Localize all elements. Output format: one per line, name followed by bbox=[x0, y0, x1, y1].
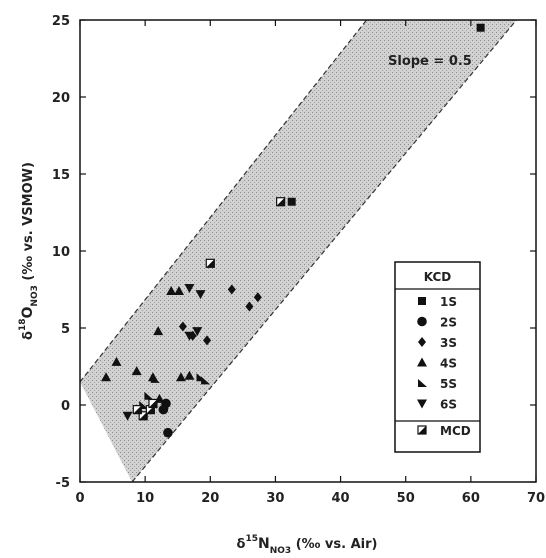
series-3s bbox=[178, 284, 262, 346]
data-point bbox=[122, 411, 133, 421]
y-label-subscript: NO3 bbox=[30, 285, 40, 306]
band-fill bbox=[80, 20, 517, 482]
x-tick-label: 10 bbox=[136, 491, 154, 506]
data-point bbox=[144, 391, 154, 400]
x-tick-label: 50 bbox=[397, 491, 415, 506]
data-point bbox=[101, 372, 112, 382]
legend-entry-2s: 2S bbox=[417, 316, 457, 330]
data-point bbox=[184, 283, 195, 293]
data-points bbox=[101, 23, 485, 438]
y-label-superscript: 18 bbox=[18, 318, 28, 331]
legend-marker bbox=[418, 337, 426, 347]
x-tick-label: 30 bbox=[266, 491, 284, 506]
x-label-delta: δ bbox=[237, 537, 246, 552]
data-point bbox=[131, 366, 142, 376]
y-label-delta: δ bbox=[21, 331, 36, 340]
data-point bbox=[163, 427, 173, 438]
x-axis-ticks: 0 10 20 30 40 50 60 70 bbox=[75, 20, 545, 506]
lower-band-line bbox=[131, 20, 517, 482]
legend-box bbox=[394, 261, 481, 453]
legend-entry-1s: 1S bbox=[418, 295, 457, 309]
x-tick-label: 40 bbox=[332, 491, 350, 506]
x-label-superscript: 15 bbox=[245, 534, 258, 544]
y-axis-label: δ18ONO3 (‰ vs. VSMOW) bbox=[18, 162, 40, 340]
legend-entry-5s: 5S bbox=[418, 377, 457, 391]
series-5s bbox=[139, 373, 211, 409]
data-point bbox=[201, 376, 211, 385]
x-label-symbol: N bbox=[258, 536, 270, 552]
upper-band-line bbox=[80, 20, 368, 383]
data-point bbox=[148, 398, 158, 409]
series-1s bbox=[287, 23, 485, 206]
legend-marker bbox=[418, 379, 427, 387]
data-point bbox=[153, 326, 164, 336]
y-label-units: (‰ vs. VSMOW) bbox=[21, 162, 36, 285]
legend-label: 2S bbox=[440, 316, 457, 330]
legend-entry-3s: 3S bbox=[418, 336, 457, 350]
data-point bbox=[227, 284, 236, 295]
data-point bbox=[245, 301, 254, 312]
y-tick-label: 25 bbox=[52, 14, 70, 29]
data-point bbox=[132, 405, 142, 415]
data-point bbox=[175, 372, 186, 382]
legend-marker bbox=[418, 297, 426, 305]
data-point bbox=[158, 404, 169, 415]
data-point bbox=[166, 286, 177, 296]
data-point bbox=[111, 356, 122, 366]
y-tick-label: 10 bbox=[52, 245, 70, 260]
data-point bbox=[174, 286, 185, 296]
series-mcd bbox=[132, 197, 286, 421]
data-point bbox=[184, 370, 195, 380]
legend-marker bbox=[417, 399, 427, 409]
y-tick-label: 5 bbox=[61, 322, 70, 337]
legend-title: KCD bbox=[424, 270, 452, 284]
x-label-units: (‰ vs. Air) bbox=[291, 537, 377, 552]
band-boundary-lines bbox=[80, 20, 517, 482]
legend: KCD 1S 2S 3S 4S 5S 6S MCD bbox=[394, 261, 481, 453]
x-axis-label: δ15NNO3 (‰ vs. Air) bbox=[237, 534, 378, 556]
legend-label: 5S bbox=[440, 377, 457, 391]
legend-label: 4S bbox=[440, 357, 457, 371]
data-point bbox=[205, 258, 215, 268]
data-point bbox=[476, 23, 485, 32]
data-point bbox=[276, 197, 286, 207]
y-tick-label: 0 bbox=[61, 399, 70, 414]
data-point bbox=[150, 374, 160, 383]
legend-label: 3S bbox=[440, 336, 457, 350]
legend-label: MCD bbox=[440, 424, 471, 438]
legend-label: 1S bbox=[440, 295, 457, 309]
legend-marker bbox=[417, 357, 427, 367]
slope-band bbox=[80, 20, 517, 482]
series-6s bbox=[122, 283, 206, 421]
legend-marker bbox=[417, 316, 427, 327]
y-axis-ticks: -5 0 5 10 15 20 25 bbox=[52, 14, 536, 491]
x-tick-label: 20 bbox=[201, 491, 219, 506]
legend-marker bbox=[417, 425, 427, 435]
data-point bbox=[253, 292, 262, 303]
y-tick-label: 15 bbox=[52, 168, 70, 183]
slope-annotation: Slope = 0.5 bbox=[388, 54, 472, 69]
data-point bbox=[287, 197, 296, 206]
data-point bbox=[192, 327, 203, 337]
x-label-subscript: NO3 bbox=[270, 546, 291, 556]
legend-entry-4s: 4S bbox=[417, 357, 457, 371]
data-point bbox=[138, 411, 148, 421]
legend-entry-6s: 6S bbox=[417, 398, 457, 412]
x-tick-label: 0 bbox=[75, 491, 84, 506]
data-point bbox=[195, 290, 206, 300]
y-tick-label: -5 bbox=[56, 476, 70, 491]
x-tick-label: 60 bbox=[462, 491, 480, 506]
y-tick-label: 20 bbox=[52, 91, 70, 106]
x-tick-label: 70 bbox=[527, 491, 545, 506]
legend-label: 6S bbox=[440, 398, 457, 412]
data-point bbox=[203, 335, 212, 346]
data-point bbox=[184, 331, 195, 341]
series-2s bbox=[158, 398, 173, 438]
y-label-symbol: O bbox=[20, 306, 36, 318]
legend-entry-mcd: MCD bbox=[417, 424, 471, 438]
data-point bbox=[178, 321, 187, 332]
